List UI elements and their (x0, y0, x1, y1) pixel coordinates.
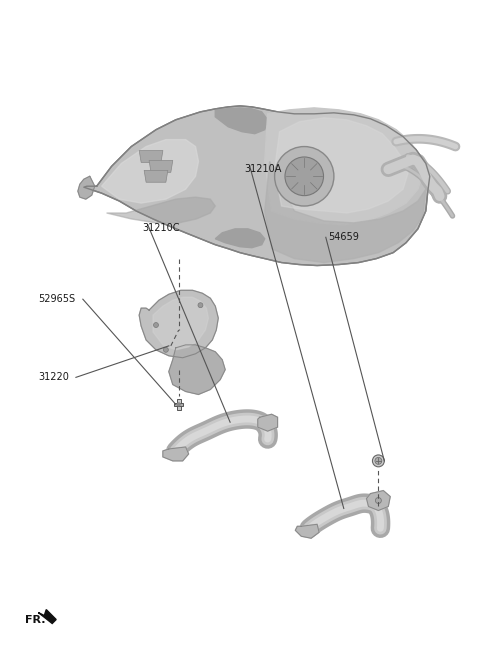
Circle shape (275, 147, 334, 206)
Polygon shape (107, 197, 216, 223)
Circle shape (375, 457, 382, 464)
Polygon shape (216, 108, 268, 133)
Circle shape (198, 303, 203, 307)
Polygon shape (84, 106, 430, 265)
Polygon shape (177, 399, 180, 410)
Text: 54659: 54659 (328, 233, 359, 242)
Text: 31210C: 31210C (143, 223, 180, 233)
Polygon shape (275, 118, 408, 213)
Polygon shape (149, 160, 173, 172)
Circle shape (372, 455, 384, 467)
Text: 31210A: 31210A (245, 164, 282, 174)
Polygon shape (264, 108, 423, 225)
Polygon shape (102, 139, 199, 203)
Polygon shape (174, 403, 183, 406)
Polygon shape (258, 415, 277, 431)
Text: 31220: 31220 (38, 373, 69, 382)
Polygon shape (153, 297, 208, 350)
Polygon shape (163, 447, 189, 461)
Polygon shape (78, 176, 95, 199)
Text: 52965S: 52965S (38, 294, 75, 304)
Polygon shape (216, 229, 264, 248)
Polygon shape (264, 162, 426, 263)
Text: FR.: FR. (24, 614, 45, 625)
Circle shape (177, 403, 180, 406)
Polygon shape (139, 290, 218, 358)
Circle shape (285, 157, 324, 196)
Polygon shape (38, 610, 56, 623)
Polygon shape (144, 170, 168, 182)
Polygon shape (367, 491, 390, 510)
Circle shape (154, 323, 158, 327)
Circle shape (375, 497, 381, 503)
Circle shape (163, 348, 168, 352)
Polygon shape (139, 150, 163, 162)
Polygon shape (169, 345, 225, 394)
Polygon shape (295, 524, 319, 538)
